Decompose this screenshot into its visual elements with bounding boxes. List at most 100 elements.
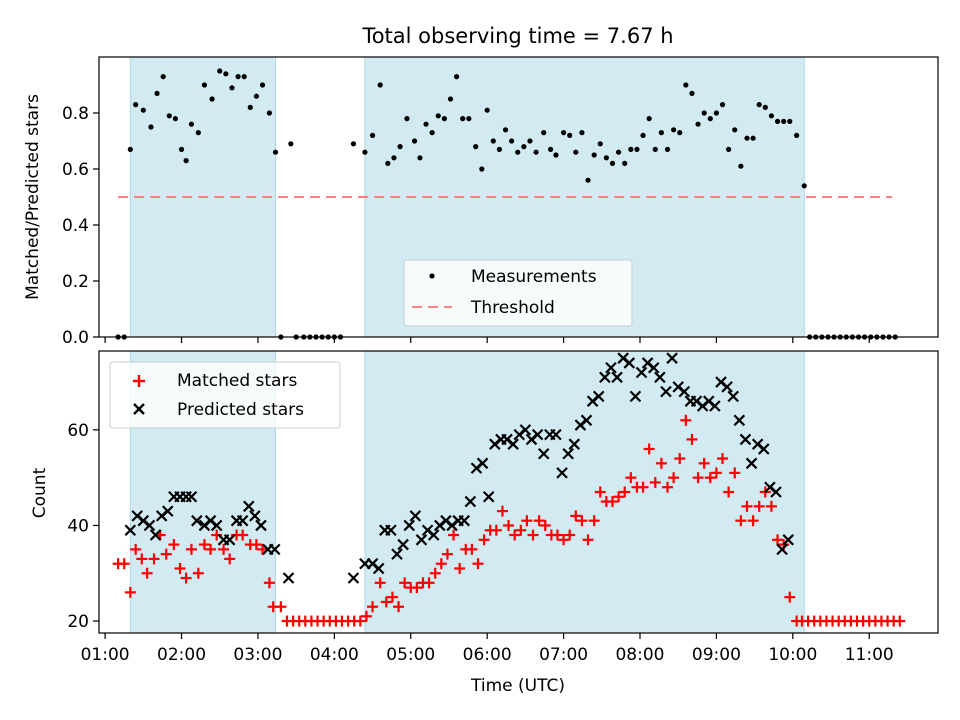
x-tick-label: 04:00 (310, 645, 359, 665)
predicted-star-mark-b (421, 524, 434, 537)
matched-star-point (148, 553, 160, 565)
predicted-star-mark-b (282, 572, 295, 584)
predicted-star-mark-b (255, 519, 267, 532)
measurement-point (454, 74, 460, 80)
predicted-star-point (427, 529, 440, 541)
measurement-point (148, 124, 154, 130)
predicted-star-point (605, 361, 617, 374)
matched-star-point (454, 562, 466, 574)
predicted-star-mark-b (568, 438, 581, 450)
predicted-star-point (185, 491, 198, 503)
measurement-point (235, 74, 241, 80)
matched-star-point (551, 529, 563, 541)
predicted-star-point (623, 357, 636, 369)
predicted-star-mark-b (185, 491, 198, 503)
matched-stars-points (112, 414, 906, 627)
predicted-star-mark-b (556, 467, 568, 479)
measurement-point (560, 130, 567, 136)
predicted-star-mark-b (501, 433, 513, 446)
predicted-star-point (397, 538, 409, 551)
predicted-star-mark-b (727, 390, 739, 403)
predicted-star-mark-b (385, 524, 397, 537)
measurement-point (671, 127, 677, 133)
measurement-point (350, 141, 357, 147)
predicted-star-mark-b (403, 519, 416, 532)
predicted-star-point (385, 524, 397, 537)
predicted-star-mark-b (519, 424, 532, 436)
predicted-star-mark-b (580, 414, 593, 427)
top-axes-frame (98, 56, 939, 338)
predicted-star-mark-b (751, 438, 764, 450)
measurement-point (288, 141, 294, 147)
predicted-star-point (568, 438, 581, 450)
predicted-star-mark-b (599, 371, 611, 384)
matched-star-point (515, 524, 527, 536)
top-legend: Measurements Threshold (403, 259, 633, 327)
matched-star-point (741, 500, 753, 512)
matched-star-point (218, 543, 230, 555)
matched-star-point (192, 567, 204, 579)
matched-star-point (180, 572, 192, 584)
measurement-point (188, 121, 195, 127)
legend-threshold-label: Threshold (470, 298, 555, 318)
bottom-y-ticks: 20 40 60 (67, 421, 99, 632)
matched-star-point (503, 519, 515, 531)
legend-measurements-marker (429, 273, 435, 279)
x-tick-label: 01:00 (81, 645, 130, 665)
matched-star-point (576, 515, 588, 527)
measurement-point (127, 146, 133, 152)
predicted-star-mark-b (758, 443, 770, 455)
predicted-star-mark-b (366, 557, 379, 570)
predicted-star-mark-b (617, 352, 629, 364)
predicted-star-mark-b (739, 433, 752, 446)
measurement-point (640, 132, 646, 138)
measurement-point (541, 130, 547, 136)
matched-star-point (539, 519, 551, 531)
predicted-star-point (727, 390, 739, 403)
measurement-point (597, 141, 603, 147)
predicted-star-mark-b (191, 514, 203, 527)
predicted-star-mark-b (236, 514, 249, 527)
measurement-point (404, 116, 410, 122)
bottom-y-axis-label: Count (30, 467, 50, 518)
predicted-star-point (770, 486, 782, 498)
matched-star-point (374, 577, 386, 589)
predicted-star-point (409, 510, 422, 522)
matched-star-point (237, 529, 249, 541)
x-axis-label: Time (UTC) (470, 676, 565, 696)
predicted-star-point (635, 366, 648, 379)
predicted-star-mark-b (143, 519, 156, 532)
predicted-star-point (403, 519, 416, 532)
matched-star-point (594, 486, 606, 498)
measurement-point (369, 132, 376, 138)
predicted-star-point (268, 543, 281, 556)
matched-star-point (399, 577, 411, 589)
x-tick-label: 03:00 (233, 645, 282, 665)
measurement-point (496, 146, 502, 152)
matched-star-point (717, 453, 729, 465)
matched-star-point (185, 543, 197, 555)
matched-star-point (784, 591, 796, 603)
measurement-point (241, 74, 247, 80)
predicted-star-point (733, 414, 746, 427)
matched-star-point (168, 539, 180, 551)
measurement-point (411, 138, 418, 144)
matched-star-point (613, 491, 625, 503)
predicted-star-point (556, 467, 568, 479)
y-tick-label: 0.4 (62, 216, 89, 236)
measurement-point (628, 146, 634, 152)
measurement-point (391, 155, 397, 161)
matched-star-point (263, 577, 275, 589)
predicted-star-mark-b (210, 519, 223, 532)
matched-star-point (582, 534, 594, 546)
predicted-star-mark-b (137, 514, 150, 527)
matched-star-point (894, 615, 906, 627)
measurement-point (490, 138, 496, 144)
measurement-point (417, 155, 423, 161)
predicted-star-mark-b (733, 414, 746, 427)
matched-star-point (710, 467, 722, 479)
measurement-point (259, 82, 266, 88)
predicted-star-mark-b (397, 538, 409, 551)
measurement-point (609, 160, 616, 166)
